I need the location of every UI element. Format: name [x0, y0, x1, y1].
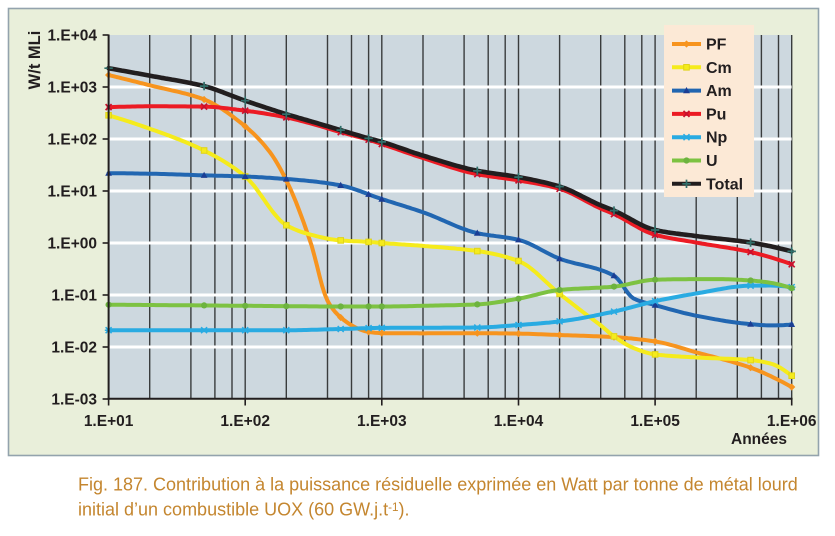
svg-text:Np: Np [706, 130, 728, 147]
svg-text:W/t MLi: W/t MLi [26, 31, 44, 90]
svg-text:Cm: Cm [706, 60, 732, 77]
svg-text:Fig. 187. Contribution à la pu: Fig. 187. Contribution à la puissance ré… [78, 475, 798, 495]
svg-text:1.E+02: 1.E+02 [220, 413, 270, 430]
svg-text:1.E+01: 1.E+01 [47, 184, 97, 201]
svg-text:1.E-03: 1.E-03 [51, 392, 97, 409]
svg-text:Am: Am [706, 83, 732, 100]
svg-text:1.E+00: 1.E+00 [47, 236, 97, 253]
svg-text:1.E+05: 1.E+05 [630, 413, 680, 430]
svg-text:U: U [706, 153, 718, 170]
svg-text:1.E+01: 1.E+01 [84, 413, 134, 430]
svg-text:1.E+02: 1.E+02 [47, 132, 97, 149]
svg-text:Années: Années [731, 431, 787, 448]
svg-text:PF: PF [706, 37, 727, 54]
svg-text:1.E-01: 1.E-01 [51, 288, 97, 305]
svg-text:Pu: Pu [706, 106, 726, 123]
svg-text:Total: Total [706, 176, 743, 193]
svg-text:1.E+06: 1.E+06 [767, 413, 817, 430]
svg-text:1.E+04: 1.E+04 [47, 28, 97, 45]
svg-text:1.E+03: 1.E+03 [357, 413, 407, 430]
svg-text:1.E+03: 1.E+03 [47, 80, 97, 97]
svg-text:1.E+04: 1.E+04 [494, 413, 544, 430]
svg-text:1.E-02: 1.E-02 [51, 340, 97, 357]
svg-text:initial d’un combustible UOX (: initial d’un combustible UOX (60 GW.j.t-… [78, 500, 410, 520]
